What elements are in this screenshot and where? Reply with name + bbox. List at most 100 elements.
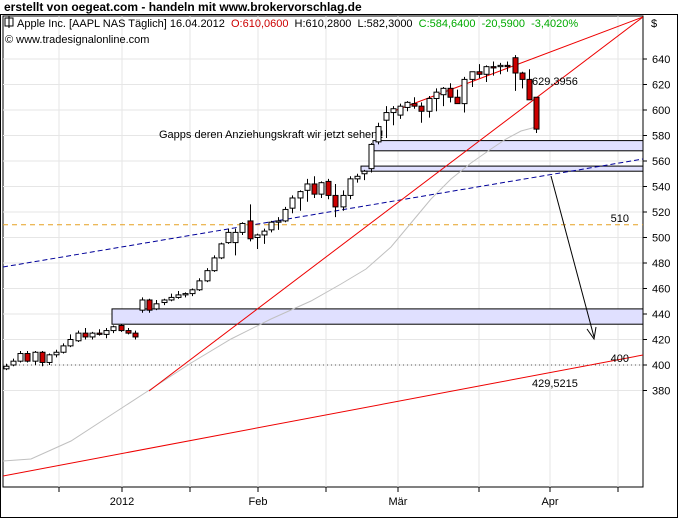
candle-body	[311, 183, 318, 195]
candle-up	[347, 176, 354, 200]
y-tick-label: 480	[652, 258, 670, 270]
moving-average-line	[3, 126, 537, 462]
candle-down	[418, 102, 425, 123]
candle-down	[39, 350, 46, 367]
candle-down	[311, 176, 318, 198]
candle-body	[196, 280, 203, 291]
candle-body	[354, 175, 361, 180]
candle-up	[404, 101, 411, 112]
y-tick-label: 620	[652, 80, 670, 92]
candle-up	[483, 65, 490, 82]
candle-up	[340, 190, 347, 211]
price-chart: 380 400 420 440 460 480 500 520 540 560 580 600 620 6…	[2, 15, 670, 508]
candle-body	[96, 332, 103, 335]
candle-up	[383, 106, 390, 139]
candle-body	[275, 220, 282, 223]
candle-body	[118, 324, 125, 332]
candle-up	[239, 222, 246, 235]
x-tick-label: Apr	[541, 496, 558, 508]
candle-down	[132, 330, 139, 340]
candle-body	[368, 143, 375, 170]
candle-up	[139, 297, 146, 313]
header: Apple Inc. [AAPL NAS Täglich] 16.04.2012…	[4, 16, 657, 46]
candle-down	[24, 350, 31, 363]
candle-up	[67, 334, 74, 348]
candle-down	[247, 204, 254, 242]
candles	[3, 55, 540, 371]
y-tick-label: 380	[652, 386, 670, 398]
svg-text:Apple Inc. [AAPL NAS Täglich]: Apple Inc. [AAPL NAS Täglich] 16.04.2012…	[17, 18, 578, 30]
candle-body	[17, 353, 24, 362]
candle-down	[512, 55, 519, 91]
candle-body	[261, 230, 268, 236]
candle-body	[125, 330, 132, 334]
candle-body	[146, 299, 153, 311]
candle-body	[426, 98, 433, 112]
candle-up	[433, 88, 440, 112]
candle-up	[297, 190, 304, 211]
candle-body	[103, 330, 110, 335]
candle-down	[411, 97, 418, 109]
x-axis: 2012 Feb Mär Apr	[58, 487, 619, 508]
candle-body	[218, 243, 225, 259]
overlays	[3, 16, 643, 477]
level-label: 400	[611, 353, 629, 365]
support-trend-line	[148, 16, 643, 392]
x-tick-label: 2012	[110, 496, 134, 508]
candle-body	[32, 351, 39, 362]
candle-body	[153, 303, 160, 310]
candle-body	[82, 332, 89, 338]
candle-body	[110, 326, 117, 332]
y-tick-label: 580	[652, 131, 670, 143]
candle-body	[3, 365, 10, 370]
candle-body	[476, 71, 483, 75]
candle-body	[483, 66, 490, 75]
long-term-trend-line	[3, 354, 643, 477]
candle-down	[325, 178, 332, 200]
candle-up	[289, 195, 296, 214]
candle-up	[497, 62, 504, 75]
instrument-label: Apple Inc. [AAPL NAS Täglich] 16.04.2012	[17, 18, 225, 30]
candle-up	[10, 358, 17, 367]
gap-zone	[360, 165, 643, 172]
candle-up	[75, 330, 82, 343]
candle-body	[390, 108, 397, 114]
candle-down	[447, 83, 454, 103]
candle-up	[189, 288, 196, 297]
candle-body	[418, 105, 425, 112]
gap-zone	[111, 308, 643, 325]
gap-zone	[372, 140, 643, 152]
candle-up	[60, 343, 67, 354]
y-tick-label: 560	[652, 156, 670, 168]
candle-up	[304, 178, 311, 202]
low-value: L:582,3000	[358, 18, 413, 30]
y-tick-label: 420	[652, 335, 670, 347]
candle-down	[118, 324, 125, 332]
candle-body	[75, 332, 82, 342]
candle-body	[175, 294, 182, 298]
level-label: 510	[611, 213, 629, 225]
candle-down	[454, 89, 461, 105]
candle-up	[268, 220, 275, 233]
candle-up	[282, 206, 289, 223]
labels: 510 400 Gapps deren Anziehungskraft wir je…	[159, 76, 629, 390]
candle-body	[347, 178, 354, 196]
candle-body	[512, 57, 519, 74]
candle-up	[204, 268, 211, 283]
candle-down	[526, 69, 533, 101]
candle-down	[125, 328, 132, 335]
change-value: -20,5900	[482, 18, 525, 30]
candle-body	[325, 180, 332, 196]
candle-body	[440, 87, 447, 96]
price-label-lower: 429,5215	[532, 378, 578, 390]
y-tick-label: 540	[652, 182, 670, 194]
candle-up	[318, 181, 325, 198]
candle-up	[89, 331, 96, 340]
candle-body	[519, 72, 526, 80]
gap-annotation: Gapps deren Anziehungskraft wir jetzt se…	[159, 129, 383, 141]
candle-down	[519, 71, 526, 89]
candle-body	[361, 170, 368, 175]
candle-body	[211, 257, 218, 272]
candle-up	[3, 363, 10, 371]
x-tick-label: Mär	[389, 496, 408, 508]
